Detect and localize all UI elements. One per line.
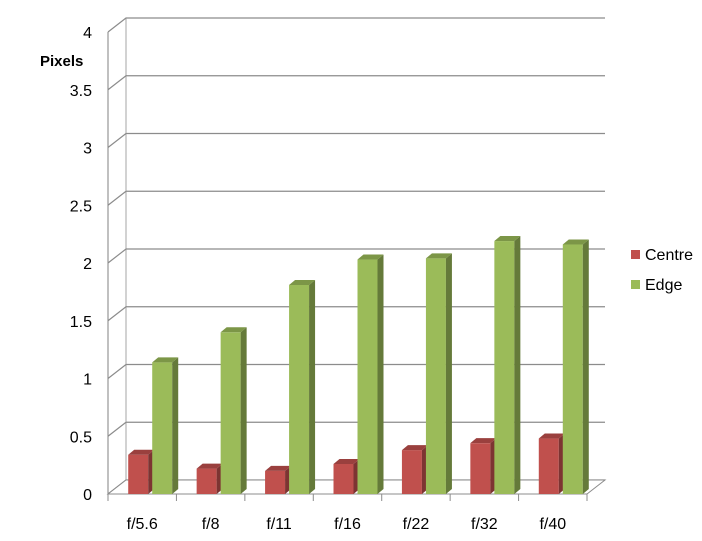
bar-top [289, 279, 316, 285]
x-axis-tick-labels: f/5.6 f/8 f/11 f/16 f/22 f/32 f/40 [127, 516, 567, 533]
bar-centre [401, 445, 428, 494]
y-tick-label: 3 [83, 141, 92, 158]
bar-top [128, 449, 155, 455]
y-tick-label: 2.5 [70, 198, 92, 215]
bar-top [401, 445, 428, 451]
bar-centre [128, 449, 155, 494]
x-tick-label: f/22 [403, 516, 430, 533]
bar-top [196, 463, 223, 469]
bar-top [494, 236, 521, 242]
bar-top [333, 458, 360, 464]
bar-side [445, 253, 452, 494]
bar-centre [265, 465, 292, 494]
bar-top [562, 239, 589, 245]
bar-edge [562, 239, 589, 494]
bar-edge [220, 327, 247, 494]
bar-side [377, 254, 384, 494]
gridline [107, 190, 605, 206]
bar-side [172, 357, 179, 494]
gridline [107, 248, 605, 264]
y-axis-tick-labels: 0 0.5 1 1.5 2 2.5 3 3.5 4 [70, 25, 92, 504]
bar-centre [470, 438, 497, 494]
bar-front [196, 468, 217, 494]
bar-edge [152, 357, 179, 494]
x-tick-label: f/16 [334, 516, 361, 533]
bar-front [562, 244, 583, 494]
x-tick-label: f/5.6 [127, 516, 158, 533]
gridline [107, 75, 605, 91]
gridline [107, 17, 605, 33]
y-tick-label: 1.5 [70, 314, 92, 331]
bar-side [240, 327, 247, 494]
y-tick-label: 1 [83, 372, 92, 389]
bar-front [494, 241, 515, 494]
legend-swatch-centre [631, 250, 640, 259]
bar-side [582, 239, 589, 494]
bar-front [289, 284, 310, 494]
bar-front [357, 259, 378, 494]
legend-swatch-edge [631, 280, 640, 289]
y-axis-title: Pixels [40, 53, 83, 70]
bar-front [425, 258, 446, 494]
bar-top [470, 438, 497, 444]
bar-front [538, 438, 559, 494]
gridline [107, 363, 605, 379]
gridline [107, 132, 605, 148]
x-tick-label: f/11 [266, 516, 292, 533]
bar-edge [357, 254, 384, 494]
bar-front [128, 454, 149, 494]
bar-side [309, 279, 316, 494]
bar-front [265, 470, 286, 494]
x-tick-label: f/40 [539, 516, 566, 533]
bar-front [152, 362, 173, 494]
bar-front [220, 332, 241, 494]
bar-front [333, 463, 354, 494]
y-tick-label: 4 [83, 25, 92, 42]
gridline [107, 306, 605, 322]
bar-centre [538, 433, 565, 494]
bar-edge [494, 236, 521, 494]
bar-edge [289, 279, 316, 494]
bar-top [538, 433, 565, 439]
bars [128, 236, 589, 494]
y-tick-label: 3.5 [70, 83, 92, 100]
bar-top [425, 253, 452, 259]
bar-top [220, 327, 247, 333]
y-tick-label: 0 [83, 487, 92, 504]
gridline [107, 421, 605, 437]
bar-top [265, 465, 292, 471]
bar-front [470, 443, 491, 494]
bar-front [401, 450, 422, 494]
legend-label-centre: Centre [645, 247, 693, 264]
bar-side [514, 236, 521, 494]
legend: Centre Edge [631, 247, 693, 294]
legend-label-edge: Edge [645, 277, 682, 294]
gridlines [107, 17, 605, 495]
y-tick-label: 0.5 [70, 429, 92, 446]
bar-edge [425, 253, 452, 494]
x-tick-label: f/8 [202, 516, 220, 533]
x-tick-label: f/32 [471, 516, 498, 533]
bar-top [357, 254, 384, 260]
y-tick-label: 2 [83, 256, 92, 273]
bar-centre [196, 463, 223, 494]
bar-top [152, 357, 179, 363]
bar-centre [333, 458, 360, 494]
